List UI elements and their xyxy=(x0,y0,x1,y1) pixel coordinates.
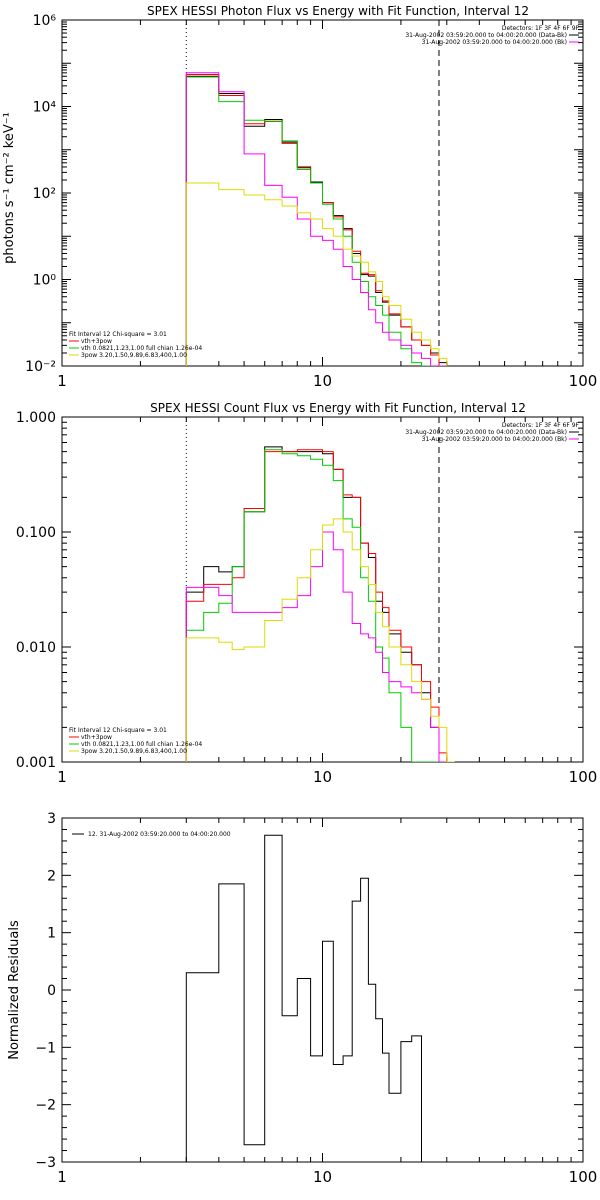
y-tick-label: 0.001 xyxy=(16,755,56,771)
photon-flux-panel: SPEX HESSI Photon Flux vs Energy with Fi… xyxy=(2,4,597,390)
header-line: 31-Aug-2002 03:59:20.000 to 04:00:20.000… xyxy=(422,436,567,443)
y-tick-label: −2 xyxy=(35,1098,56,1114)
x-tick-label: 100 xyxy=(569,768,598,786)
series-line xyxy=(185,182,448,366)
y-tick-label: 0.010 xyxy=(16,640,56,656)
y-tick-label: 10⁰ xyxy=(33,273,57,289)
x-tick-label: 10 xyxy=(313,1168,332,1186)
x-tick-label: 1 xyxy=(57,768,67,786)
header-line: Detectors: 1F 3F 4F 6F 9F xyxy=(502,422,580,429)
legend-line: Fit Interval 12 Chi-square = 3.01 xyxy=(69,331,167,338)
y-tick-label: 1.000 xyxy=(16,410,56,426)
plot-area: 1 10 100 0.001 0.010 0.100 1.000 Detectors: 1F … xyxy=(16,410,597,786)
x-tick-label: 100 xyxy=(569,1168,598,1186)
legend-line: 12. 31-Aug-2002 03:59:20.000 to 04:00:20… xyxy=(88,831,231,838)
plot-area: 1 10 100 −3 −2 −1 0 1 2 3 12. 31-Aug-2002 03:59:20… xyxy=(35,811,597,1186)
series-line xyxy=(185,72,448,366)
series-group xyxy=(185,446,455,762)
y-tick-label: 10² xyxy=(33,186,56,202)
y-tick-label: 0 xyxy=(47,983,56,999)
x-tick-label: 10 xyxy=(313,372,332,390)
x-tick-label: 1 xyxy=(57,1168,67,1186)
y-tick-label: 2 xyxy=(47,868,56,884)
y-axis-label: Normalized Residuals xyxy=(7,920,22,1060)
y-tick-label: −3 xyxy=(35,1155,56,1171)
count-flux-panel: SPEX HESSI Count Flux vs Energy with Fit… xyxy=(16,401,597,786)
y-tick-label: 1 xyxy=(47,926,56,942)
header-line: 31-Aug-2002 03:59:20.000 to 04:00:20.000… xyxy=(422,39,567,46)
plot-area: 1 10 100 10⁻² 10⁰ 10² 10⁴ 10⁶ Detectors: 1F 3F 4… xyxy=(25,13,597,390)
header-line: 31-Aug-2002 03:59:20.000 to 04:00:20.000… xyxy=(405,429,567,436)
x-tick-label: 1 xyxy=(57,372,67,390)
y-tick-label: −1 xyxy=(35,1040,56,1056)
series-line xyxy=(185,834,422,1162)
series-group xyxy=(185,72,448,366)
legend-line: Fit Interval 12 Chi-square = 3.01 xyxy=(69,727,167,734)
residuals-panel: Normalized Residuals 1 10 100 −3 −2 −1 0 1 2 3 12.… xyxy=(7,811,597,1186)
x-tick-label: 100 xyxy=(569,372,598,390)
y-tick-label: 10⁴ xyxy=(33,100,57,116)
x-tick-label: 10 xyxy=(313,768,332,786)
y-tick-label: 10⁻² xyxy=(25,359,56,375)
panel-title: SPEX HESSI Count Flux vs Energy with Fit… xyxy=(150,401,526,415)
legend-line: vth 0.0821,1.23,1.00 full chian 1.26e-04 xyxy=(81,345,202,352)
y-tick-label: 3 xyxy=(47,811,56,827)
header-line: 31-Aug-2002 03:59:20.000 to 04:00:20.000… xyxy=(405,32,567,39)
y-tick-label: 0.100 xyxy=(16,525,56,541)
y-axis-label: photons s⁻¹ cm⁻² keV⁻¹ xyxy=(2,112,17,264)
series-line xyxy=(185,449,455,762)
header-line: Detectors: 1F 3F 4F 6F 9F xyxy=(502,25,580,32)
series-group xyxy=(185,834,422,1162)
legend-line: vth+3pow xyxy=(81,338,112,345)
legend-line: 3pow 3.20,1.50,9.89,6.83,400,1.00 xyxy=(81,748,187,755)
legend-line: vth+3pow xyxy=(81,734,112,741)
y-tick-label: 10⁶ xyxy=(33,13,57,29)
legend-line: 3pow 3.20,1.50,9.89,6.83,400,1.00 xyxy=(81,352,187,359)
legend-line: vth 0.0821,1.23,1.00 full chian 1.26e-04 xyxy=(81,741,202,748)
panel-title: SPEX HESSI Photon Flux vs Energy with Fi… xyxy=(147,4,529,18)
series-line xyxy=(185,518,455,762)
